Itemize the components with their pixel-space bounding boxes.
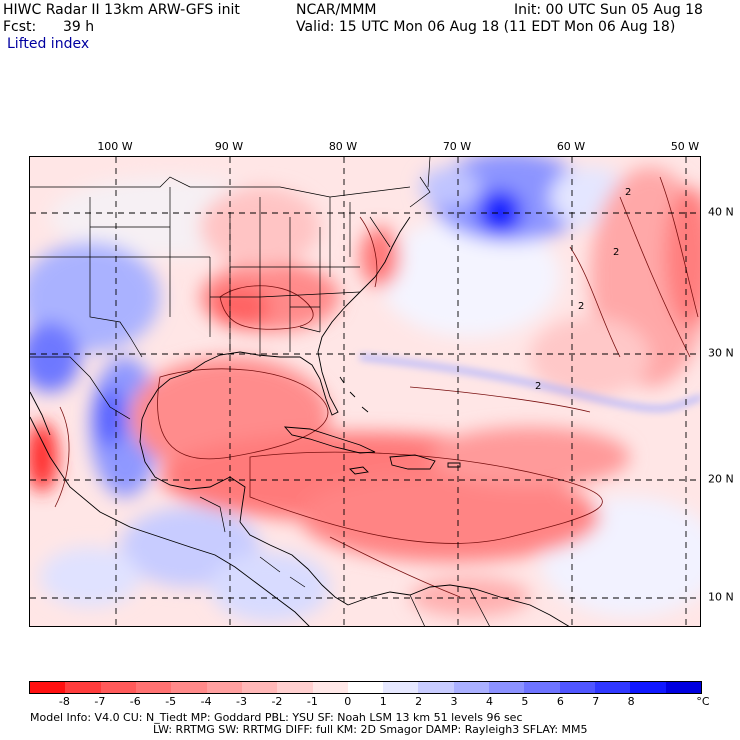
colorbar-swatch	[65, 682, 101, 693]
colorbar-tick-label: -2	[271, 695, 283, 708]
colorbar-tick-label: 8	[627, 695, 635, 708]
colorbar-tick-label: -7	[94, 695, 106, 708]
source-label: NCAR/MMM	[296, 2, 377, 18]
lat-label-40n: 40 N	[708, 205, 734, 219]
colorbar-tick-label: -6	[129, 695, 141, 708]
contour-lines	[54, 176, 699, 598]
colorbar-tick-label: 5	[521, 695, 529, 708]
colorbar	[29, 681, 702, 694]
lon-label-70w: 70 W	[442, 140, 472, 153]
colorbar-swatch	[241, 682, 278, 693]
colorbar-swatch	[559, 682, 595, 693]
lon-label-80w: 80 W	[328, 140, 358, 153]
contour-label: 2	[613, 247, 619, 258]
colorbar-tick-label: 7	[592, 695, 600, 708]
lon-label-90w: 90 W	[214, 140, 244, 153]
forecast-label: Fcst:	[3, 19, 37, 35]
colorbar-tick-label: -1	[306, 695, 318, 708]
colorbar-swatch	[453, 682, 490, 693]
lat-label-10n: 10 N	[708, 590, 734, 604]
colorbar-swatch	[206, 682, 242, 693]
colorbar-swatch	[277, 682, 313, 693]
colorbar-swatch	[418, 682, 454, 693]
colorbar-swatch	[489, 682, 525, 693]
model-title: HIWC Radar II 13km ARW-GFS init	[3, 2, 240, 18]
colorbar-swatch	[630, 682, 666, 693]
colorbar-tick-label: 1	[379, 695, 387, 708]
stable-band	[359, 354, 700, 412]
coastlines	[30, 216, 570, 626]
contour-label: 2	[625, 187, 631, 198]
lifted-index-map: 2 2 2 2	[29, 156, 701, 627]
valid-time: Valid: 15 UTC Mon 06 Aug 18 (11 EDT Mon …	[296, 19, 676, 35]
contour-label: 2	[578, 301, 584, 312]
colorbar-tick-label: 2	[415, 695, 423, 708]
colorbar-tick-label: 0	[344, 695, 352, 708]
colorbar-swatch	[30, 682, 66, 693]
lon-label-60w: 60 W	[556, 140, 586, 153]
model-info-line1: Model Info: V4.0 CU: N_Tiedt MP: Goddard…	[30, 711, 523, 724]
colorbar-tick-label: 4	[485, 695, 493, 708]
colorbar-tick-label: -4	[200, 695, 212, 708]
colorbar-swatch	[665, 682, 701, 693]
field-shading	[30, 157, 700, 622]
model-info-line2: LW: RRTMG SW: RRTMG DIFF: full KM: 2D Sm…	[153, 723, 588, 736]
colorbar-tick-label: -5	[165, 695, 177, 708]
colorbar-swatch	[312, 682, 348, 693]
lon-label-50w: 50 W	[670, 140, 700, 153]
field-name: Lifted index	[7, 36, 90, 52]
colorbar-tick-label: -3	[236, 695, 247, 708]
colorbar-tick-label: -8	[58, 695, 70, 708]
colorbar-unit: °C	[696, 695, 710, 708]
lat-lon-grid	[30, 157, 700, 626]
lat-label-20n: 20 N	[708, 472, 734, 486]
colorbar-swatch	[135, 682, 172, 693]
contour-label: 2	[535, 381, 541, 392]
forecast-hour: 39 h	[63, 19, 95, 35]
colorbar-tick-label: 6	[556, 695, 564, 708]
colorbar-swatch	[383, 682, 419, 693]
init-time: Init: 00 UTC Sun 05 Aug 18	[514, 2, 703, 18]
colorbar-swatch	[100, 682, 136, 693]
lat-label-30n: 30 N	[708, 346, 734, 360]
colorbar-tick-label: 3	[450, 695, 458, 708]
colorbar-swatch	[595, 682, 631, 693]
colorbar-swatch	[524, 682, 560, 693]
colorbar-swatch	[347, 682, 384, 693]
lon-label-100w: 100 W	[97, 140, 133, 153]
colorbar-swatch	[171, 682, 207, 693]
